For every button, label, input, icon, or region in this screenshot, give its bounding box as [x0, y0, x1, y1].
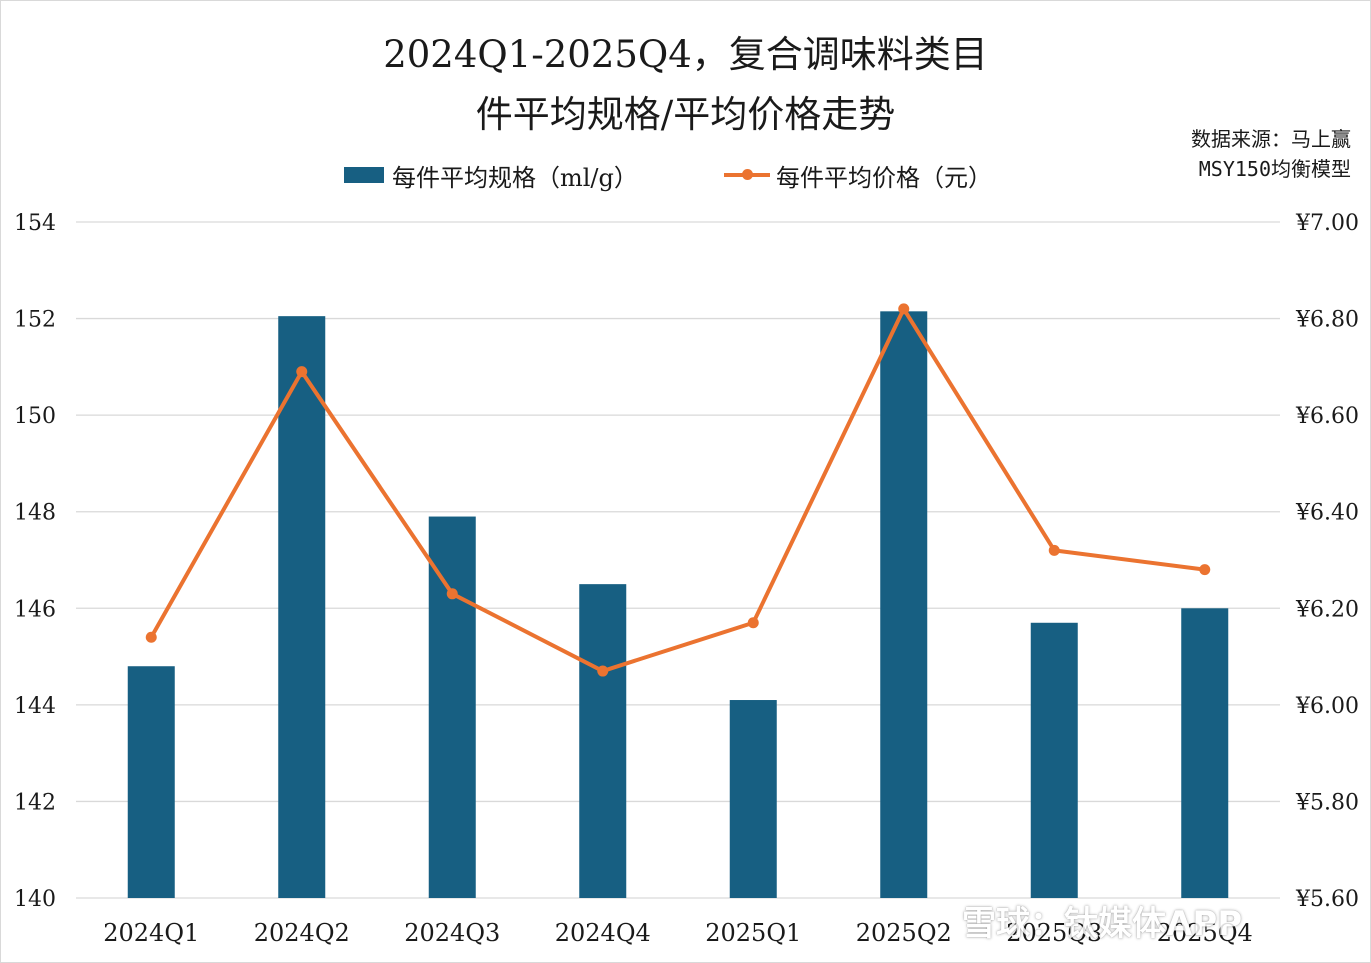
line-point — [898, 303, 910, 315]
bar — [1030, 622, 1078, 898]
line-point — [145, 631, 157, 643]
right-tick-label: ¥6.80 — [1295, 308, 1359, 333]
data-source-note: 数据来源：马上赢 MSY150均衡模型 — [1191, 124, 1351, 184]
x-axis-ticks: 2024Q1 2024Q2 2024Q3 2024Q4 2025Q1 2025Q2 2025… — [103, 919, 1253, 947]
bar — [729, 700, 777, 898]
left-tick-label: 152 — [14, 308, 56, 333]
line-point — [296, 366, 308, 378]
bar — [278, 316, 326, 899]
x-tick-label: 2025Q2 — [856, 919, 952, 947]
line-point — [446, 588, 458, 600]
source-line2: MSY150均衡模型 — [1198, 157, 1351, 181]
x-tick-label: 2024Q1 — [103, 919, 199, 947]
legend: 每件平均规格（ml/g） 每件平均价格（元） — [0, 158, 1371, 192]
right-tick-label: ¥6.20 — [1295, 597, 1359, 622]
x-tick-label: 2024Q3 — [404, 919, 500, 947]
left-axis-ticks: 140 142 144 146 148 150 152 154 — [14, 211, 56, 912]
line-point — [1199, 564, 1211, 576]
watermark: 雪球：钛媒体APP — [962, 904, 1243, 944]
bar-series — [127, 311, 1229, 899]
right-tick-label: ¥6.00 — [1295, 694, 1359, 719]
bar — [1181, 608, 1229, 898]
source-line1: 数据来源：马上赢 — [1191, 127, 1351, 151]
bar — [880, 311, 928, 898]
bar — [127, 666, 175, 898]
left-tick-label: 140 — [14, 887, 56, 912]
left-tick-label: 154 — [14, 211, 56, 236]
right-tick-label: ¥5.60 — [1295, 887, 1359, 912]
left-tick-label: 144 — [14, 694, 56, 719]
x-tick-label: 2025Q1 — [705, 919, 801, 947]
left-tick-label: 150 — [14, 404, 56, 429]
line-point — [1048, 544, 1060, 556]
legend-bar-swatch — [344, 167, 384, 183]
right-axis-ticks: ¥5.60 ¥5.80 ¥6.00 ¥6.20 ¥6.40 ¥6.60 ¥6.80 ¥7.00 — [1295, 211, 1359, 912]
x-tick-label: 2025Q3 — [1006, 919, 1102, 947]
right-tick-label: ¥5.80 — [1295, 790, 1359, 815]
price-line — [149, 306, 1206, 674]
legend-item-bar: 每件平均规格（ml/g） — [344, 158, 638, 192]
bar — [579, 584, 627, 898]
line-point — [597, 665, 609, 677]
line-series — [145, 303, 1211, 677]
x-tick-label: 2024Q2 — [254, 919, 350, 947]
right-tick-label: ¥6.40 — [1295, 501, 1359, 526]
gridlines — [76, 221, 1280, 899]
line-point — [747, 617, 759, 629]
x-tick-label: 2024Q4 — [555, 919, 651, 947]
legend-item-line: 每件平均价格（元） — [724, 158, 992, 192]
bar — [428, 516, 476, 898]
legend-line-label: 每件平均价格（元） — [776, 163, 992, 192]
left-tick-label: 148 — [14, 501, 56, 526]
x-tick-label: 2025Q4 — [1157, 919, 1253, 947]
chart-title-line2: 件平均规格/平均价格走势 — [475, 93, 896, 136]
legend-line-swatch — [724, 169, 770, 180]
right-tick-label: ¥7.00 — [1295, 211, 1359, 236]
left-tick-label: 146 — [14, 597, 56, 622]
chart-title-line1: 2024Q1-2025Q4，复合调味料类目 — [383, 33, 988, 76]
right-tick-label: ¥6.60 — [1295, 404, 1359, 429]
legend-bar-label: 每件平均规格（ml/g） — [392, 163, 638, 192]
left-tick-label: 142 — [14, 790, 56, 815]
